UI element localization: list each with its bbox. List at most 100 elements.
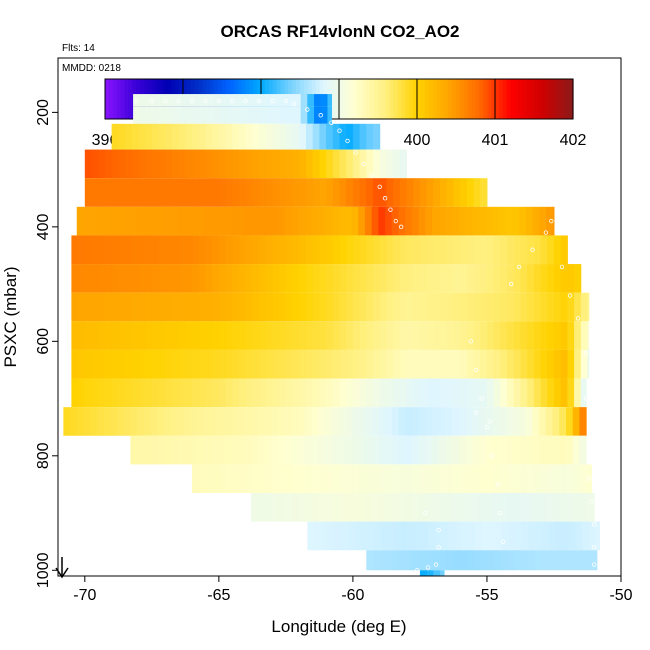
heatmap-cell — [547, 378, 555, 408]
heatmap-cell — [91, 378, 99, 408]
heatmap-cell — [440, 378, 448, 408]
heatmap-cell — [473, 292, 481, 322]
heatmap-cell — [545, 493, 554, 522]
heatmap-cell — [265, 464, 273, 494]
heatmap-cell — [237, 407, 245, 436]
heatmap-cell — [346, 349, 354, 379]
y-tick-label: 800 — [35, 442, 52, 469]
heatmap-cell — [426, 264, 434, 293]
heatmap-cell — [238, 321, 247, 350]
heatmap-cell — [232, 378, 240, 408]
heatmap-cell — [232, 321, 240, 350]
track-point — [583, 396, 589, 401]
heatmap-cell — [284, 493, 292, 522]
heatmap-cell — [91, 292, 99, 322]
heatmap-cell — [352, 149, 361, 179]
heatmap-cell — [285, 321, 294, 350]
heatmap-cell — [366, 149, 374, 179]
colorbar-tick-label: 401 — [482, 132, 509, 149]
track-point — [353, 150, 358, 155]
heatmap-cell — [307, 521, 315, 551]
heatmap-cell — [177, 435, 185, 465]
heatmap-cell — [525, 493, 534, 522]
heatmap-cell — [153, 94, 161, 107]
heatmap-cell — [492, 206, 500, 236]
heatmap-cell — [118, 235, 126, 265]
heatmap-cell — [165, 378, 173, 408]
heatmap-cell — [319, 292, 327, 322]
heatmap-cell — [480, 235, 488, 265]
heatmap-cell — [233, 106, 241, 124]
heatmap-cell — [131, 321, 139, 350]
heatmap-cell — [257, 435, 265, 465]
heatmap-cell — [138, 321, 146, 350]
heatmap-cell — [540, 264, 548, 293]
heatmap-cell — [123, 206, 131, 236]
heatmap-cell — [567, 550, 575, 571]
heatmap-cell — [419, 349, 428, 379]
heatmap-cell — [326, 464, 334, 494]
heatmap-cell — [252, 149, 260, 179]
heatmap-cell — [272, 349, 280, 379]
colorbar-segment — [124, 79, 129, 119]
heatmap-cell — [118, 123, 126, 150]
heatmap-cell — [371, 407, 379, 436]
heatmap-cell — [418, 206, 426, 236]
heatmap-cell — [232, 292, 240, 322]
track-point — [508, 281, 514, 287]
heatmap-cell — [171, 378, 180, 408]
heatmap-cell — [279, 464, 287, 494]
heatmap-cell — [251, 206, 259, 236]
track-point — [591, 545, 597, 550]
heatmap-cell — [273, 94, 282, 107]
heatmap-cell — [319, 464, 327, 494]
heatmap-cell — [566, 493, 574, 522]
heatmap-cell — [473, 178, 481, 207]
heatmap-cell — [533, 464, 542, 494]
heatmap-cell — [291, 435, 299, 465]
heatmap-cell — [391, 206, 399, 236]
heatmap-cell — [533, 550, 542, 571]
heatmap-cell — [192, 235, 200, 265]
heatmap-cell — [158, 235, 166, 265]
colorbar-segment — [444, 79, 449, 119]
heatmap-cell — [574, 349, 582, 379]
heatmap-cell — [391, 407, 399, 436]
heatmap-cell — [338, 407, 346, 436]
colorbar-segment — [385, 79, 391, 119]
heatmap-cell — [90, 407, 98, 436]
heatmap-cell — [192, 349, 200, 379]
heatmap-cell — [567, 464, 575, 494]
heatmap-cell — [592, 493, 595, 522]
y-tick-label: 200 — [35, 99, 52, 126]
heatmap-cell — [198, 123, 206, 150]
heatmap-cell — [446, 264, 454, 293]
heatmap-cell — [111, 321, 119, 350]
heatmap-cell — [393, 235, 401, 265]
heatmap-cell — [320, 106, 328, 124]
heatmap-cell — [399, 178, 408, 207]
colorbar-segment — [475, 79, 480, 119]
heatmap-cell — [153, 106, 161, 124]
heatmap-cell — [512, 206, 520, 236]
heatmap-cell — [574, 464, 582, 494]
colorbar-segment — [498, 79, 504, 119]
heatmap-cell — [351, 435, 359, 465]
heatmap-cell — [304, 407, 312, 436]
heatmap-cell — [344, 206, 353, 236]
heatmap-cell — [493, 321, 501, 350]
heatmap-cell — [98, 264, 106, 293]
heatmap-cell — [406, 464, 414, 494]
heatmap-cell — [460, 292, 468, 322]
heatmap-cell — [440, 570, 445, 576]
heatmap-cell — [157, 206, 165, 236]
heatmap-cell — [259, 321, 267, 350]
heatmap-cell — [205, 349, 213, 379]
heatmap-cell — [192, 292, 200, 322]
heatmap-cell — [332, 292, 340, 322]
heatmap-cell — [359, 235, 367, 265]
heatmap-cell — [259, 349, 267, 379]
heatmap-cell — [171, 178, 180, 207]
heatmap-cell — [440, 464, 448, 494]
track-point — [176, 98, 181, 104]
